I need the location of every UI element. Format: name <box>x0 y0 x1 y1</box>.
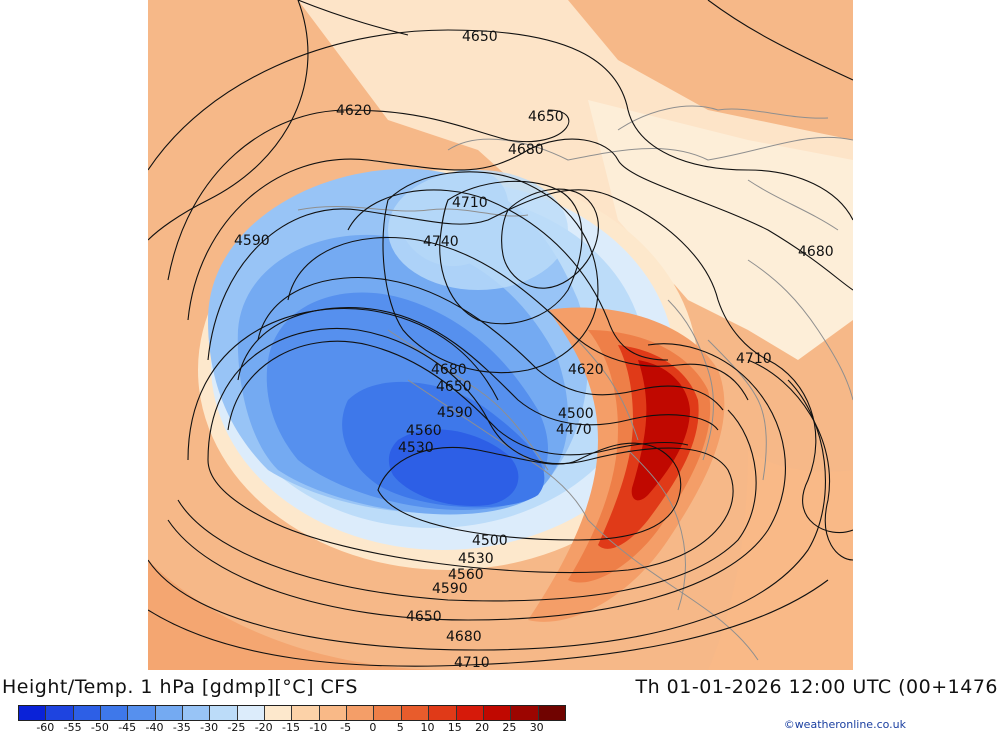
legend-swatch <box>319 706 348 720</box>
contour-label: 4590 <box>437 405 473 421</box>
color-legend-ticks: -60 -55 -50 -45 -40 -35 -30 -25 -20 -15 -10 -5 0 5 10 1… <box>18 721 564 734</box>
contour-label: 4620 <box>336 103 372 119</box>
legend-tick-label: 10 <box>420 721 435 734</box>
legend-tick-label: 0 <box>369 721 377 734</box>
legend-tick-label: -15 <box>282 721 300 734</box>
contour-label: 4590 <box>234 233 270 249</box>
contour-label: 4500 <box>558 406 594 422</box>
legend-swatch <box>101 706 129 720</box>
color-legend <box>18 705 566 721</box>
legend-swatch <box>429 706 457 720</box>
legend-swatch <box>210 706 238 720</box>
legend-swatch <box>19 706 47 720</box>
contour-labels: 4650 4620 4650 4680 4710 4740 4590 4680 … <box>234 29 834 670</box>
legend-tick-label: 25 <box>502 721 517 734</box>
legend-tick-label: -25 <box>227 721 246 734</box>
contour-label: 4710 <box>454 655 490 670</box>
legend-tick-label: -10 <box>309 721 328 734</box>
legend-tick-label: -30 <box>200 721 219 734</box>
weather-map: 4650 4620 4650 4680 4710 4740 4590 4680 … <box>148 0 853 670</box>
contour-label: 4650 <box>462 29 498 45</box>
legend-swatch <box>292 706 320 720</box>
legend-swatch <box>183 706 211 720</box>
contour-label: 4530 <box>458 551 494 567</box>
contour-label: 4710 <box>736 351 772 367</box>
contour-label: 4620 <box>568 362 604 378</box>
legend-swatch <box>265 706 293 720</box>
legend-tick-label: -45 <box>118 721 137 734</box>
contour-label: 4740 <box>423 234 459 250</box>
map-title: Height/Temp. 1 hPa [gdmp][°C] CFS <box>2 676 358 698</box>
contour-label: 4590 <box>432 581 468 597</box>
map-canvas: 4650 4620 4650 4680 4710 4740 4590 4680 … <box>148 0 853 670</box>
valid-time: Th 01-01-2026 12:00 UTC (00+1476 <box>635 676 998 698</box>
legend-tick-label: 20 <box>475 721 490 734</box>
legend-swatch <box>155 706 184 720</box>
contour-label: 4650 <box>528 109 564 125</box>
contour-label: 4680 <box>508 142 544 158</box>
contour-label: 4650 <box>406 609 442 625</box>
contour-label: 4530 <box>398 440 434 456</box>
source-credit: ©weatheronline.co.uk <box>783 718 906 731</box>
legend-tick-label: -55 <box>63 721 82 734</box>
contour-label: 4650 <box>436 379 472 395</box>
legend-tick-label: -50 <box>90 721 109 734</box>
legend-swatch <box>401 706 430 720</box>
legend-swatch <box>347 706 375 720</box>
legend-tick-label: -5 <box>340 721 352 734</box>
height-contours <box>148 0 853 667</box>
legend-swatch <box>237 706 266 720</box>
legend-tick-label: -60 <box>36 721 55 734</box>
contour-label: 4680 <box>798 244 834 260</box>
legend-tick-label: -20 <box>254 721 273 734</box>
legend-tick-label: -35 <box>172 721 191 734</box>
contour-label: 4560 <box>448 567 484 583</box>
contour-label: 4560 <box>406 423 442 439</box>
legend-tick-label: 15 <box>447 721 462 734</box>
legend-swatch <box>456 706 484 720</box>
legend-tick-label: 30 <box>529 721 544 734</box>
legend-swatch <box>46 706 74 720</box>
legend-swatch <box>511 706 539 720</box>
legend-tick-label: 5 <box>396 721 404 734</box>
contour-label: 4680 <box>446 629 482 645</box>
legend-swatch <box>538 706 565 720</box>
contour-label: 4470 <box>556 422 592 438</box>
contour-label: 4710 <box>452 195 488 211</box>
contour-label: 4680 <box>431 362 467 378</box>
contour-label: 4500 <box>472 533 508 549</box>
legend-swatch <box>73 706 102 720</box>
legend-tick-label: -40 <box>145 721 164 734</box>
legend-swatch <box>374 706 402 720</box>
legend-swatch <box>128 706 156 720</box>
legend-swatch <box>483 706 512 720</box>
